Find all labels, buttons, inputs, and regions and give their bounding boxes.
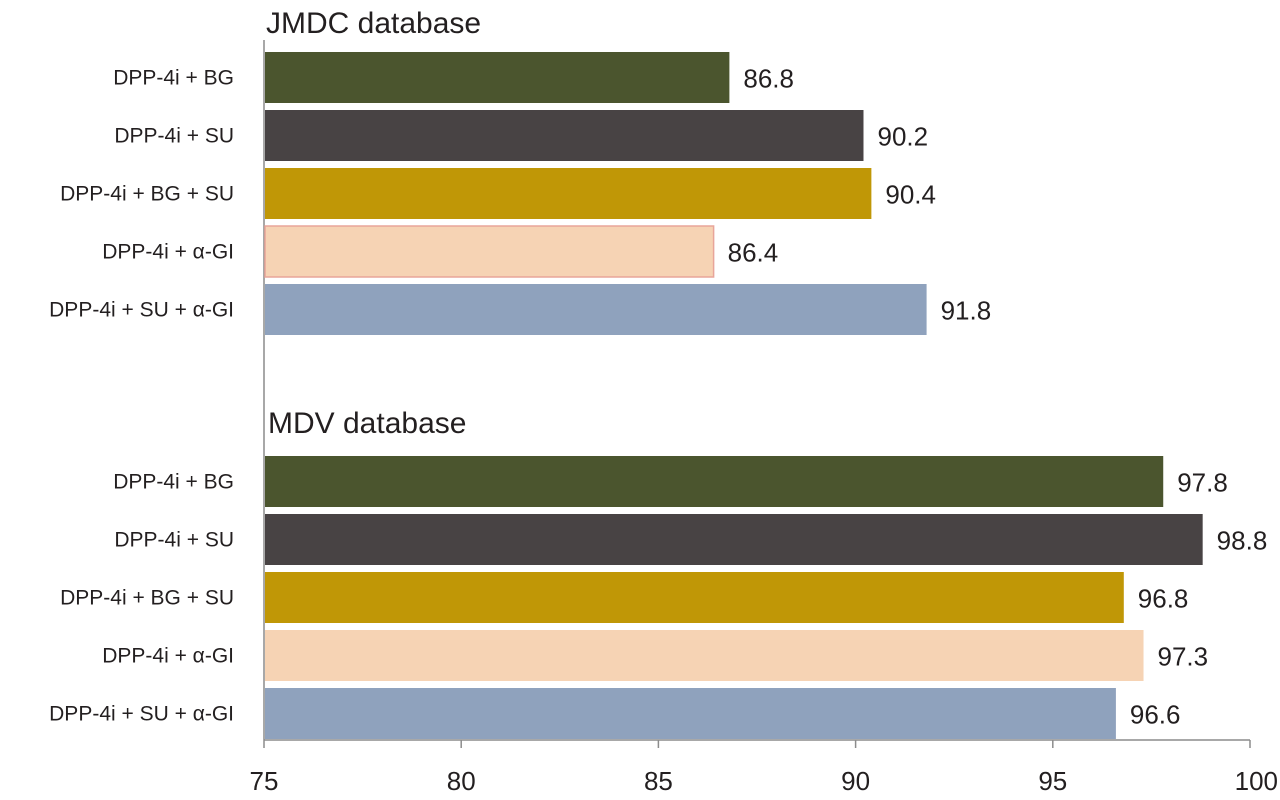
data-label: 96.6 <box>1130 700 1181 730</box>
bar <box>265 688 1116 739</box>
bar <box>265 110 864 161</box>
data-label: 90.2 <box>877 122 928 152</box>
bar <box>265 630 1144 681</box>
panel-2: MDV database DPP-4i + BG 97.8 DPP-4i + SU 98… <box>49 407 1267 739</box>
bar <box>264 225 715 278</box>
chart-panels: JMDC database DPP-4i + BG 86.8 DPP-4i + SU 9… <box>49 7 1267 739</box>
x-tick-label: 90 <box>841 766 870 796</box>
bar <box>265 168 872 219</box>
bar <box>265 52 730 103</box>
bar <box>265 514 1203 565</box>
category-label: DPP-4i + BG + SU <box>60 183 234 206</box>
category-label: DPP-4i + SU + α-GI <box>49 703 234 726</box>
category-label: DPP-4i + BG + SU <box>60 587 234 610</box>
data-label: 97.3 <box>1158 642 1209 672</box>
data-label: 86.4 <box>728 238 779 268</box>
category-label: DPP-4i + α-GI <box>102 645 234 668</box>
data-label: 86.8 <box>743 64 794 94</box>
data-label: 98.8 <box>1217 526 1268 556</box>
x-tick-label: 75 <box>250 766 279 796</box>
category-label: DPP-4i + BG <box>113 471 234 494</box>
x-tick-label: 95 <box>1038 766 1067 796</box>
data-label: 90.4 <box>885 180 936 210</box>
data-label: 96.8 <box>1138 584 1189 614</box>
category-label: DPP-4i + BG <box>113 67 234 90</box>
panel-title: JMDC database <box>266 7 481 40</box>
category-label: DPP-4i + SU <box>114 125 234 148</box>
chart-axes <box>263 40 1250 741</box>
panel-1: JMDC database DPP-4i + BG 86.8 DPP-4i + SU 9… <box>49 7 991 335</box>
x-axis-ticks: 75 80 85 90 95 100 <box>250 740 1278 796</box>
data-label: 91.8 <box>941 296 992 326</box>
x-tick-label: 100 <box>1235 766 1278 796</box>
bar <box>265 572 1124 623</box>
category-label: DPP-4i + SU <box>114 529 234 552</box>
category-label: DPP-4i + α-GI <box>102 241 234 264</box>
category-label: DPP-4i + SU + α-GI <box>49 299 234 322</box>
data-label: 97.8 <box>1177 468 1228 498</box>
bar <box>265 284 927 335</box>
panel-title: MDV database <box>268 407 466 440</box>
bar <box>265 456 1164 507</box>
x-tick-label: 85 <box>644 766 673 796</box>
x-tick-label: 80 <box>447 766 476 796</box>
